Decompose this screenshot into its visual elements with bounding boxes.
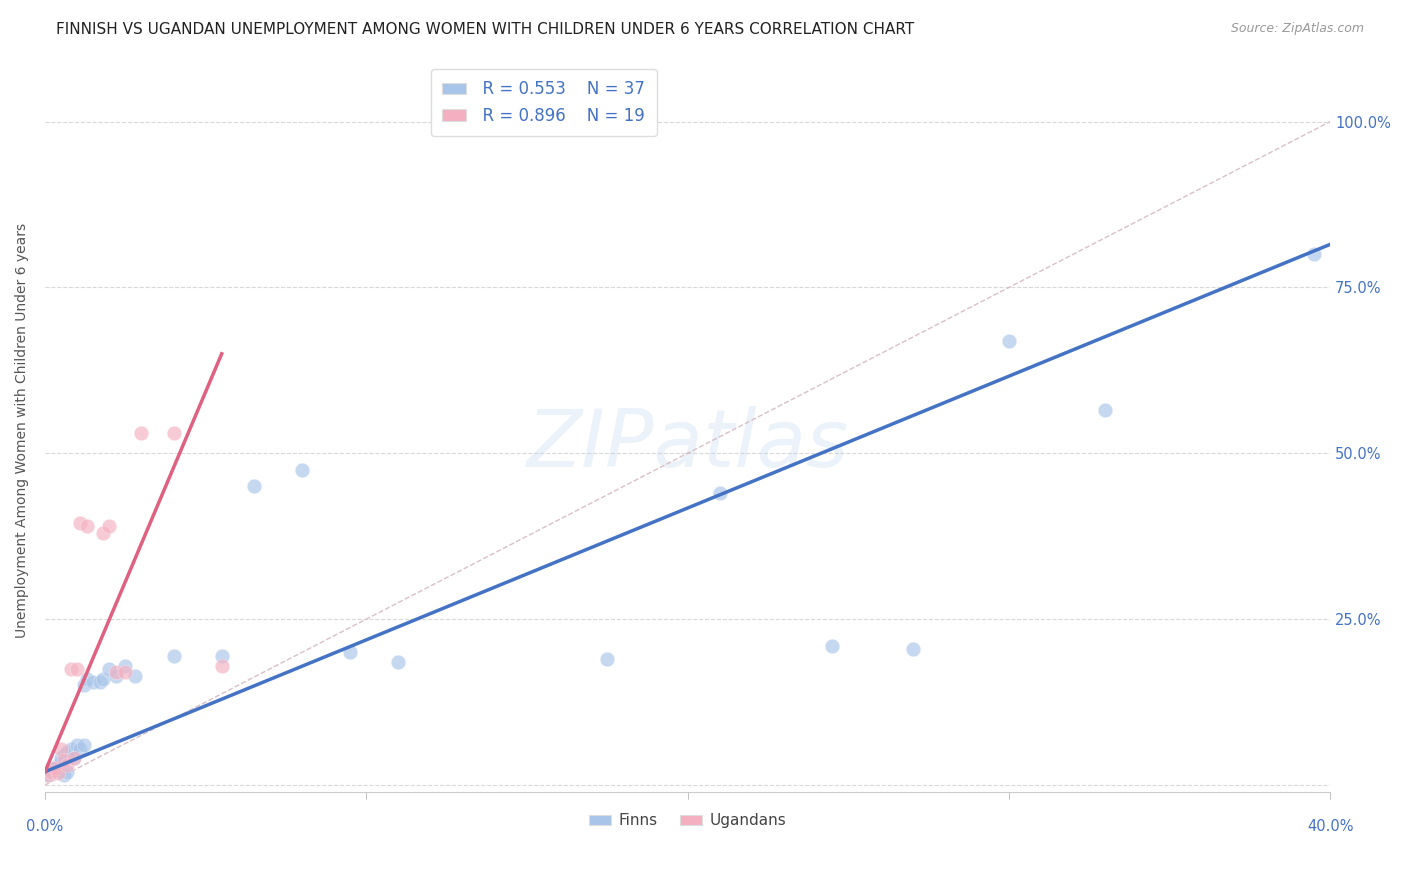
Point: [66, 738, 89, 752]
Point: [56, 764, 79, 779]
Point: [131, 426, 153, 441]
Point: [901, 642, 924, 657]
Text: 40.0%: 40.0%: [1308, 820, 1354, 834]
Point: [76, 519, 98, 533]
Point: [69, 741, 91, 756]
Point: [53, 753, 76, 767]
Point: [124, 668, 146, 682]
Point: [104, 668, 127, 682]
Point: [46, 766, 69, 780]
Point: [211, 658, 233, 673]
Point: [37, 768, 59, 782]
Point: [66, 662, 89, 676]
Legend: Finns, Ugandans: Finns, Ugandans: [583, 807, 792, 835]
Text: ZIPatlas: ZIPatlas: [527, 406, 849, 483]
Point: [72, 738, 94, 752]
Point: [821, 639, 844, 653]
Point: [114, 665, 136, 680]
Point: [72, 678, 94, 692]
Point: [53, 748, 76, 763]
Point: [243, 479, 266, 493]
Point: [104, 665, 127, 680]
Point: [76, 672, 98, 686]
Point: [53, 768, 76, 782]
Point: [89, 675, 111, 690]
Point: [56, 745, 79, 759]
Point: [59, 662, 82, 676]
Point: [91, 672, 114, 686]
Point: [998, 334, 1021, 348]
Point: [49, 741, 72, 756]
Point: [59, 741, 82, 756]
Point: [69, 516, 91, 530]
Point: [56, 758, 79, 772]
Point: [211, 648, 233, 663]
Point: [63, 751, 86, 765]
Point: [1094, 403, 1116, 417]
Text: FINNISH VS UGANDAN UNEMPLOYMENT AMONG WOMEN WITH CHILDREN UNDER 6 YEARS CORRELAT: FINNISH VS UGANDAN UNEMPLOYMENT AMONG WO…: [56, 22, 914, 37]
Text: Source: ZipAtlas.com: Source: ZipAtlas.com: [1230, 22, 1364, 36]
Point: [63, 751, 86, 765]
Point: [596, 652, 619, 666]
Point: [44, 761, 66, 775]
Point: [162, 648, 184, 663]
Point: [709, 486, 731, 500]
Point: [291, 463, 314, 477]
Point: [46, 758, 69, 772]
Point: [114, 658, 136, 673]
Point: [44, 761, 66, 775]
Point: [98, 519, 121, 533]
Point: [49, 751, 72, 765]
Point: [41, 764, 63, 779]
Point: [98, 662, 121, 676]
Point: [49, 755, 72, 769]
Point: [387, 655, 409, 669]
Y-axis label: Unemployment Among Women with Children Under 6 years: Unemployment Among Women with Children U…: [15, 222, 30, 638]
Text: 0.0%: 0.0%: [27, 820, 63, 834]
Point: [91, 525, 114, 540]
Point: [339, 645, 361, 659]
Point: [82, 675, 104, 690]
Point: [41, 764, 63, 779]
Point: [162, 426, 184, 441]
Point: [1303, 247, 1326, 261]
Point: [37, 768, 59, 782]
